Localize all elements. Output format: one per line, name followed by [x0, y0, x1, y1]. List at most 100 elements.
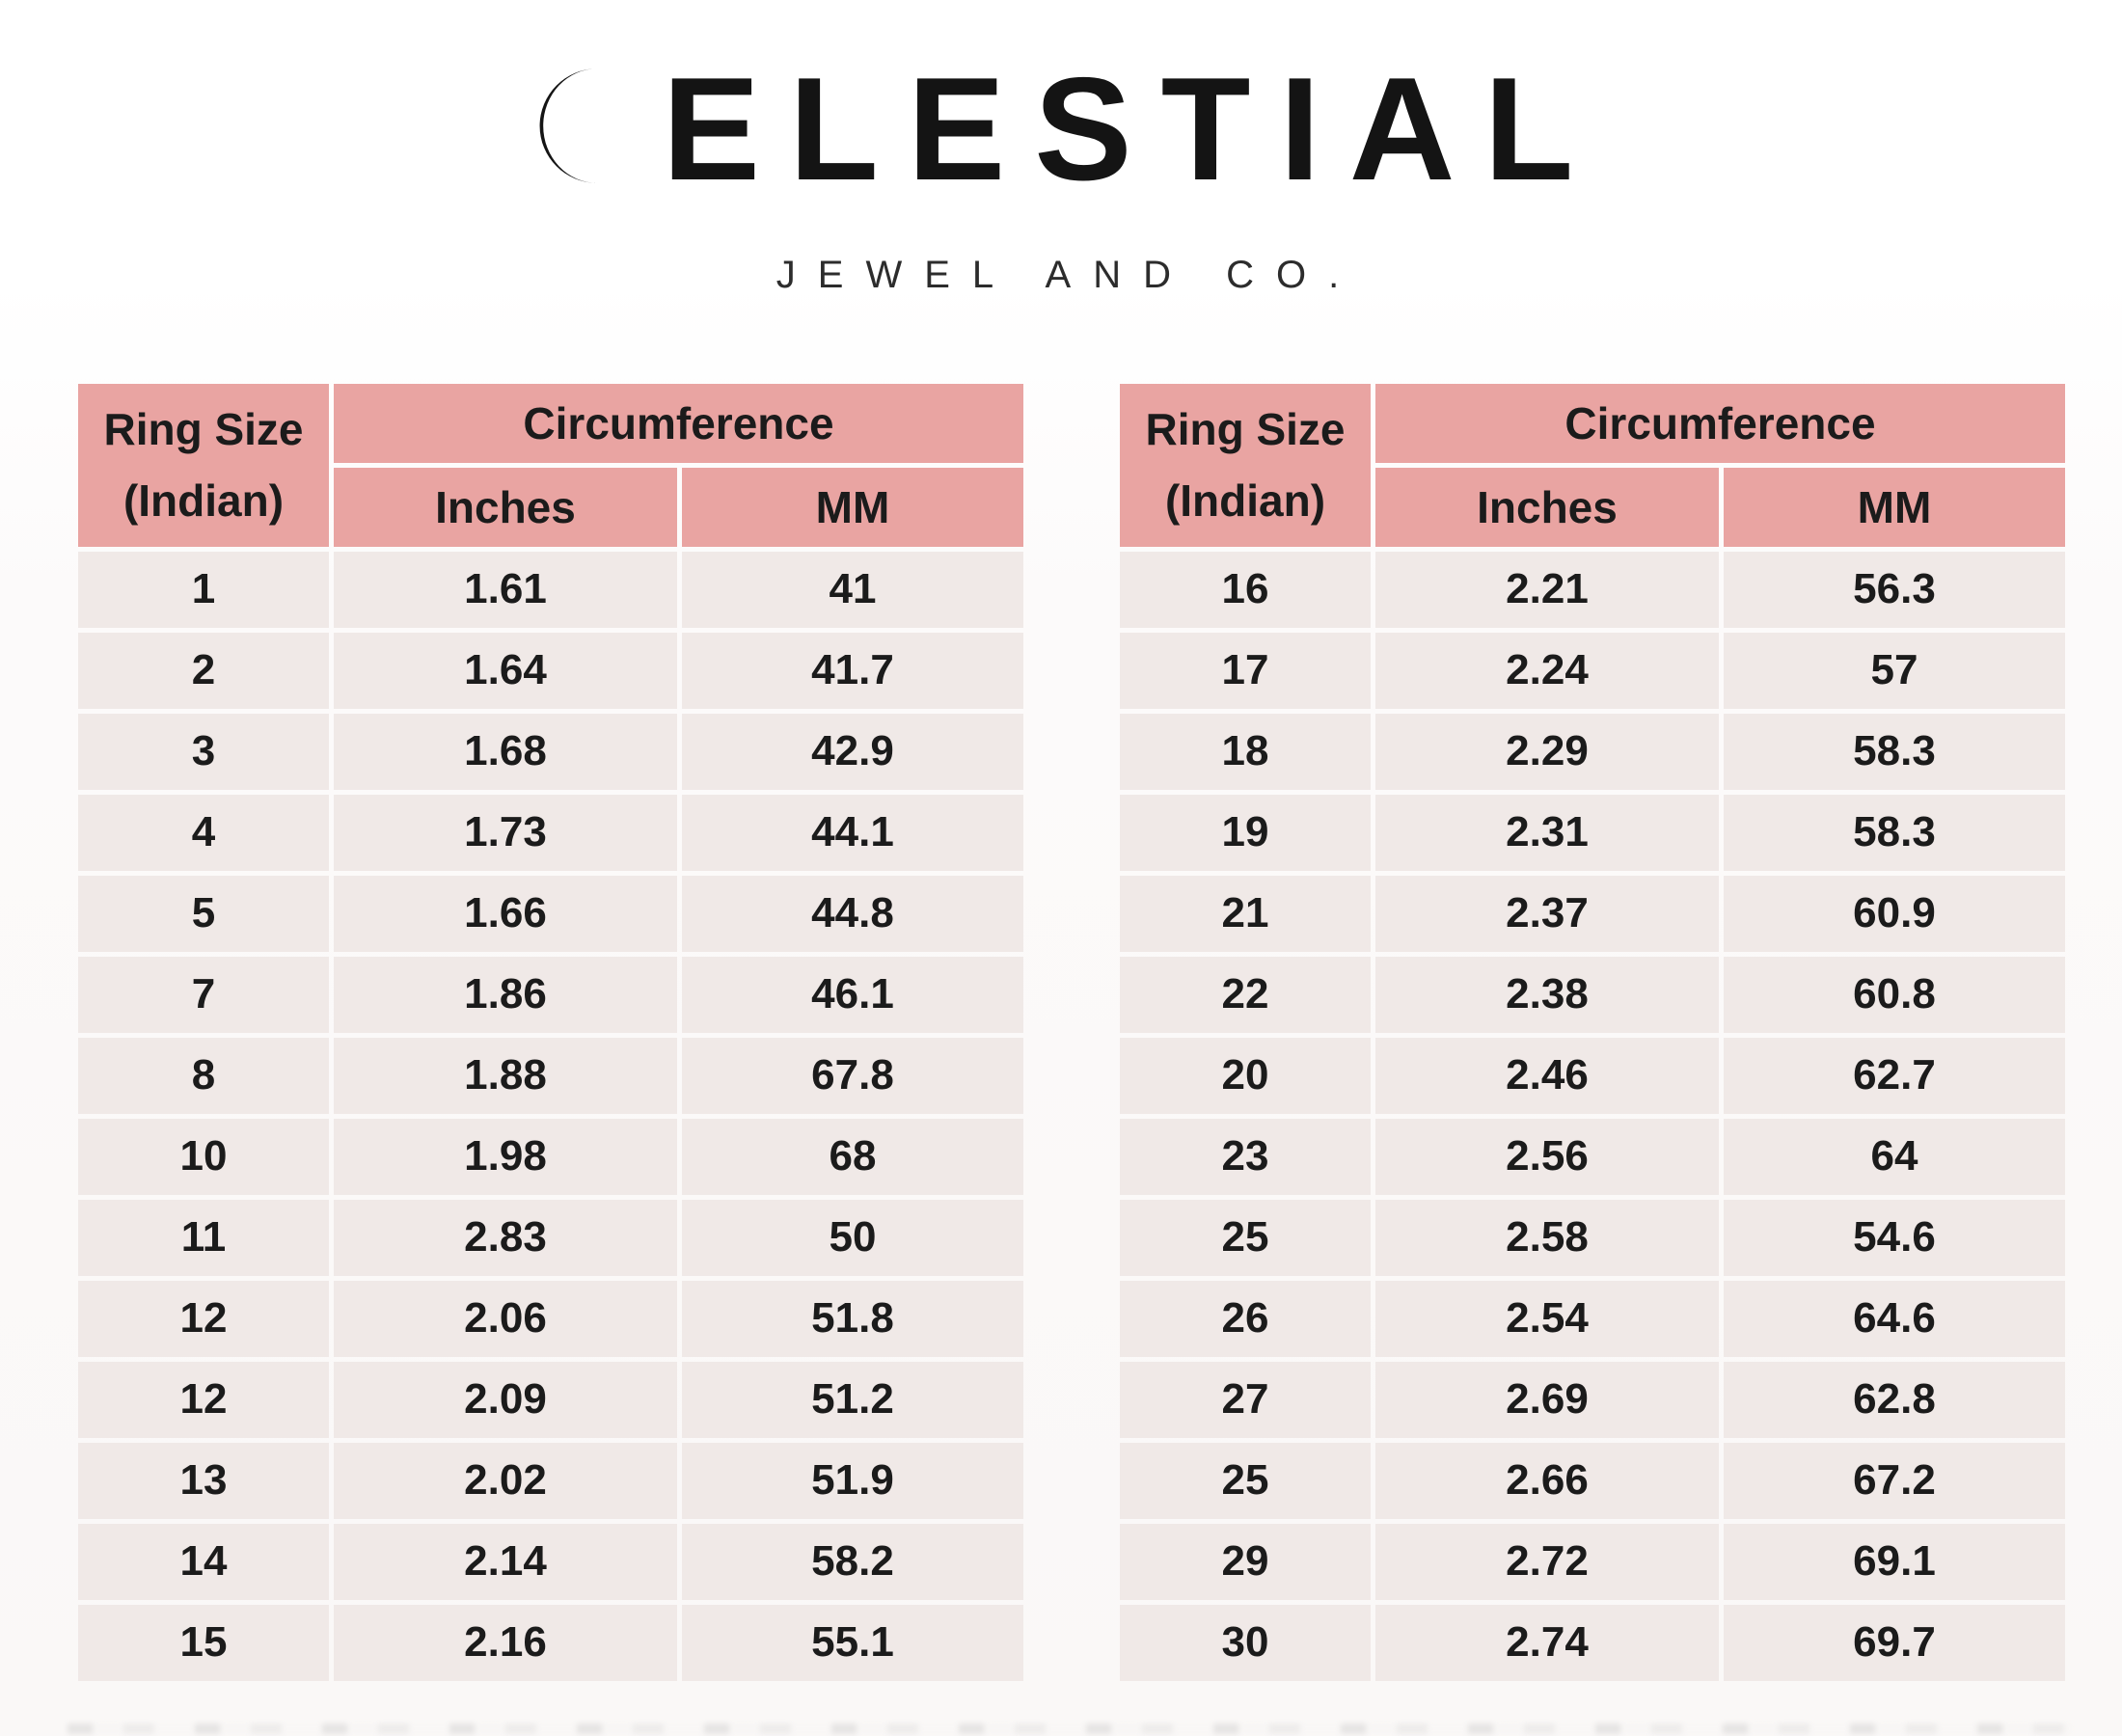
cell-mm: 58.2 [682, 1524, 1023, 1600]
header-ring-size-line2: (Indian) [1164, 475, 1326, 527]
cell-ring-size: 13 [78, 1443, 329, 1519]
cell-inches: 2.58 [1375, 1200, 1719, 1276]
cell-mm: 64 [1724, 1119, 2065, 1195]
cell-ring-size: 20 [1120, 1038, 1371, 1114]
cell-mm: 64.6 [1724, 1281, 2065, 1357]
cell-ring-size: 23 [1120, 1119, 1371, 1195]
cell-inches: 2.74 [1375, 1605, 1719, 1681]
bottom-edge-artifact [68, 1723, 2074, 1734]
crescent-sun-icon [539, 68, 597, 183]
cell-inches: 2.46 [1375, 1038, 1719, 1114]
cell-ring-size: 7 [78, 957, 329, 1033]
cell-inches: 2.83 [334, 1200, 677, 1276]
cell-ring-size: 16 [1120, 552, 1371, 628]
cell-inches: 1.64 [334, 633, 677, 709]
brand-logo: ELESTIAL JEWEL AND CO. [0, 27, 2122, 297]
header-ring-size-line2: (Indian) [122, 475, 285, 527]
cell-mm: 54.6 [1724, 1200, 2065, 1276]
cell-inches: 2.66 [1375, 1443, 1719, 1519]
cell-ring-size: 14 [78, 1524, 329, 1600]
header-circumference: Circumference [334, 384, 1023, 463]
ring-size-table-left: Ring Size (Indian) Circumference Inches … [78, 384, 1023, 1681]
cell-inches: 1.66 [334, 876, 677, 952]
brand-name-text: ELESTIAL [662, 46, 1603, 211]
cell-inches: 1.98 [334, 1119, 677, 1195]
cell-ring-size: 25 [1120, 1200, 1371, 1276]
cell-ring-size: 30 [1120, 1605, 1371, 1681]
cell-mm: 51.9 [682, 1443, 1023, 1519]
cell-inches: 2.09 [334, 1362, 677, 1438]
cell-mm: 42.9 [682, 714, 1023, 790]
cell-mm: 62.8 [1724, 1362, 2065, 1438]
cell-ring-size: 10 [78, 1119, 329, 1195]
cell-mm: 57 [1724, 633, 2065, 709]
cell-ring-size: 19 [1120, 795, 1371, 871]
header-ring-size-line1: Ring Size [1145, 403, 1346, 454]
header-ring-size-line1: Ring Size [103, 403, 304, 454]
cell-inches: 1.61 [334, 552, 677, 628]
cell-inches: 2.02 [334, 1443, 677, 1519]
cell-inches: 1.68 [334, 714, 677, 790]
header-circumference: Circumference [1375, 384, 2065, 463]
cell-mm: 41 [682, 552, 1023, 628]
cell-ring-size: 29 [1120, 1524, 1371, 1600]
cell-ring-size: 27 [1120, 1362, 1371, 1438]
cell-inches: 2.21 [1375, 552, 1719, 628]
cell-mm: 41.7 [682, 633, 1023, 709]
ring-size-table-right: Ring Size (Indian) Circumference Inches … [1120, 384, 2065, 1681]
cell-ring-size: 8 [78, 1038, 329, 1114]
cell-mm: 68 [682, 1119, 1023, 1195]
cell-ring-size: 21 [1120, 876, 1371, 952]
ring-size-tables: Ring Size (Indian) Circumference Inches … [78, 384, 2065, 1681]
cell-mm: 46.1 [682, 957, 1023, 1033]
cell-ring-size: 12 [78, 1281, 329, 1357]
cell-mm: 58.3 [1724, 795, 2065, 871]
cell-inches: 2.31 [1375, 795, 1719, 871]
cell-inches: 2.37 [1375, 876, 1719, 952]
cell-mm: 58.3 [1724, 714, 2065, 790]
cell-mm: 67.8 [682, 1038, 1023, 1114]
cell-mm: 69.7 [1724, 1605, 2065, 1681]
header-mm: MM [682, 468, 1023, 547]
cell-mm: 55.1 [682, 1605, 1023, 1681]
brand-subtitle: JEWEL AND CO. [775, 254, 1362, 296]
header-mm: MM [1724, 468, 2065, 547]
cell-mm: 51.8 [682, 1281, 1023, 1357]
cell-mm: 62.7 [1724, 1038, 2065, 1114]
cell-mm: 44.1 [682, 795, 1023, 871]
cell-inches: 1.86 [334, 957, 677, 1033]
cell-ring-size: 25 [1120, 1443, 1371, 1519]
cell-inches: 2.16 [334, 1605, 677, 1681]
cell-ring-size: 26 [1120, 1281, 1371, 1357]
cell-inches: 1.73 [334, 795, 677, 871]
cell-mm: 67.2 [1724, 1443, 2065, 1519]
cell-inches: 2.06 [334, 1281, 677, 1357]
cell-ring-size: 4 [78, 795, 329, 871]
cell-ring-size: 5 [78, 876, 329, 952]
cell-ring-size: 1 [78, 552, 329, 628]
cell-inches: 2.14 [334, 1524, 677, 1600]
cell-inches: 2.72 [1375, 1524, 1719, 1600]
cell-mm: 44.8 [682, 876, 1023, 952]
cell-ring-size: 12 [78, 1362, 329, 1438]
cell-ring-size: 2 [78, 633, 329, 709]
header-ring-size: Ring Size (Indian) [1120, 384, 1371, 547]
cell-inches: 2.24 [1375, 633, 1719, 709]
cell-ring-size: 17 [1120, 633, 1371, 709]
cell-ring-size: 18 [1120, 714, 1371, 790]
cell-ring-size: 11 [78, 1200, 329, 1276]
cell-inches: 2.69 [1375, 1362, 1719, 1438]
cell-inches: 2.29 [1375, 714, 1719, 790]
cell-mm: 69.1 [1724, 1524, 2065, 1600]
cell-ring-size: 15 [78, 1605, 329, 1681]
cell-inches: 2.54 [1375, 1281, 1719, 1357]
cell-ring-size: 22 [1120, 957, 1371, 1033]
header-inches: Inches [334, 468, 677, 547]
cell-mm: 60.8 [1724, 957, 2065, 1033]
brand-row: ELESTIAL [520, 27, 1603, 225]
cell-inches: 1.88 [334, 1038, 677, 1114]
cell-mm: 60.9 [1724, 876, 2065, 952]
cell-inches: 2.38 [1375, 957, 1719, 1033]
cell-mm: 51.2 [682, 1362, 1023, 1438]
header-ring-size: Ring Size (Indian) [78, 384, 329, 547]
